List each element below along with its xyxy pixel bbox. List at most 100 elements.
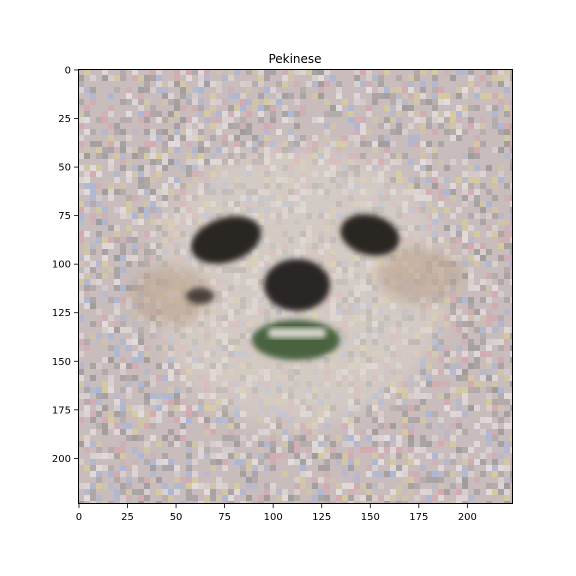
noise-cell (108, 345, 114, 351)
noise-cell (426, 189, 432, 195)
noise-cell (192, 411, 198, 417)
noise-cell (156, 363, 162, 369)
noise-cell (168, 489, 174, 495)
noise-cell (438, 483, 444, 489)
noise-cell (144, 357, 150, 363)
noise-cell (414, 393, 420, 399)
noise-cell (180, 417, 186, 423)
noise-cell (438, 381, 444, 387)
noise-cell (450, 231, 456, 237)
noise-cell (216, 117, 222, 123)
noise-cell (204, 399, 210, 405)
noise-cell (444, 399, 450, 405)
noise-cell (468, 345, 474, 351)
noise-cell (426, 471, 432, 477)
noise-cell (396, 435, 402, 441)
noise-cell (384, 495, 390, 501)
noise-cell (90, 129, 96, 135)
noise-cell (486, 441, 492, 447)
noise-cell (450, 111, 456, 117)
noise-cell (366, 129, 372, 135)
noise-cell (324, 435, 330, 441)
noise-cell (384, 153, 390, 159)
noise-cell (348, 435, 354, 441)
noise-cell (474, 249, 480, 255)
noise-cell (222, 417, 228, 423)
noise-cell (198, 111, 204, 117)
noise-cell (192, 501, 198, 504)
noise-cell (264, 75, 270, 81)
noise-cell (186, 405, 192, 411)
noise-cell (354, 75, 360, 81)
noise-cell (318, 69, 324, 75)
noise-cell (96, 387, 102, 393)
noise-cell (126, 99, 132, 105)
noise-cell (486, 69, 492, 75)
noise-cell (450, 363, 456, 369)
noise-cell (102, 417, 108, 423)
noise-cell (426, 195, 432, 201)
noise-cell (510, 195, 513, 201)
noise-cell (138, 501, 144, 504)
noise-cell (138, 435, 144, 441)
nose (264, 259, 330, 311)
noise-cell (198, 159, 204, 165)
noise-cell (126, 159, 132, 165)
noise-cell (270, 123, 276, 129)
noise-cell (246, 69, 252, 75)
noise-cell (246, 483, 252, 489)
noise-cell (180, 135, 186, 141)
noise-cell (444, 129, 450, 135)
noise-cell (504, 297, 510, 303)
noise-cell (96, 141, 102, 147)
noise-cell (420, 189, 426, 195)
noise-cell (192, 105, 198, 111)
x-tick-label: 200 (458, 512, 477, 523)
noise-cell (306, 489, 312, 495)
noise-cell (348, 459, 354, 465)
noise-cell (156, 411, 162, 417)
noise-cell (354, 99, 360, 105)
noise-cell (216, 159, 222, 165)
noise-cell (120, 363, 126, 369)
noise-cell (492, 303, 498, 309)
right-ear-shadow (378, 247, 462, 303)
noise-cell (78, 333, 84, 339)
noise-cell (156, 465, 162, 471)
noise-cell (492, 315, 498, 321)
noise-cell (492, 327, 498, 333)
noise-cell (348, 501, 354, 504)
noise-cell (240, 453, 246, 459)
noise-cell (186, 129, 192, 135)
noise-cell (126, 495, 132, 501)
noise-cell (450, 303, 456, 309)
noise-cell (468, 81, 474, 87)
noise-cell (444, 93, 450, 99)
noise-cell (468, 147, 474, 153)
noise-cell (366, 447, 372, 453)
noise-cell (426, 117, 432, 123)
noise-cell (378, 93, 384, 99)
noise-cell (468, 123, 474, 129)
noise-cell (402, 405, 408, 411)
noise-cell (84, 495, 90, 501)
noise-cell (198, 141, 204, 147)
noise-cell (366, 411, 372, 417)
noise-cell (258, 135, 264, 141)
noise-cell (450, 411, 456, 417)
noise-cell (486, 201, 492, 207)
noise-cell (456, 297, 462, 303)
noise-cell (108, 105, 114, 111)
noise-cell (114, 327, 120, 333)
noise-cell (426, 423, 432, 429)
noise-cell (120, 297, 126, 303)
noise-cell (78, 81, 84, 87)
noise-cell (444, 489, 450, 495)
noise-cell (252, 81, 258, 87)
noise-cell (486, 501, 492, 504)
noise-cell (426, 393, 432, 399)
noise-cell (468, 237, 474, 243)
noise-cell (444, 243, 450, 249)
noise-cell (510, 459, 513, 465)
noise-cell (258, 453, 264, 459)
